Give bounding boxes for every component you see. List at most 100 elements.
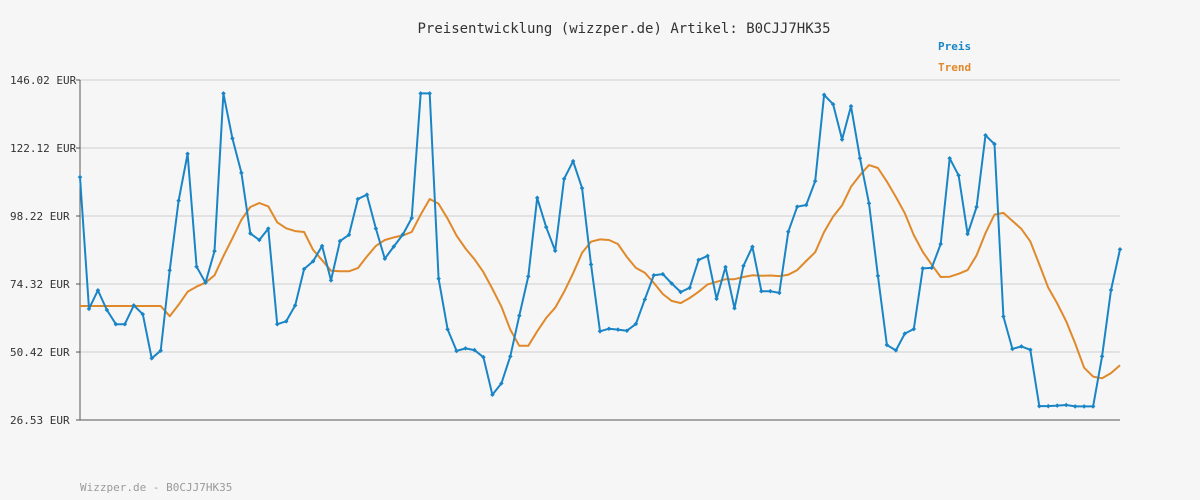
y-tick-label: 26.53 EUR <box>10 414 70 427</box>
data-point <box>77 174 83 180</box>
data-point <box>669 281 675 286</box>
data-point <box>131 303 137 308</box>
data-point <box>337 238 343 244</box>
data-point <box>436 276 441 281</box>
data-point <box>561 176 567 182</box>
data-point <box>167 268 172 273</box>
data-point <box>274 321 280 327</box>
data-point <box>660 271 666 277</box>
y-tick-label: 74.32 EUR <box>10 278 70 291</box>
data-point <box>633 321 639 327</box>
data-point <box>777 290 782 296</box>
data-point <box>1099 354 1105 359</box>
y-axis: 26.53 EUR 50.42 EUR 74.32 EUR 98.22 EUR 122.… <box>10 74 80 427</box>
data-point <box>508 354 513 359</box>
data-point <box>221 91 226 96</box>
data-point <box>194 264 199 270</box>
data-point <box>929 265 935 271</box>
data-point <box>301 266 307 272</box>
data-point <box>911 326 917 332</box>
legend-item-trend: Trend <box>938 61 971 74</box>
data-point <box>866 200 872 206</box>
data-point <box>875 273 881 279</box>
data-point <box>974 204 979 210</box>
data-point <box>445 327 450 332</box>
data-point <box>884 342 890 348</box>
data-point <box>86 306 92 312</box>
data-point <box>696 257 701 263</box>
data-point <box>409 215 415 221</box>
data-point <box>122 321 128 327</box>
data-point <box>785 229 791 235</box>
data-point <box>391 244 397 249</box>
data-point <box>104 307 110 313</box>
chart-title: Preisentwicklung (wizzper.de) Artikel: B… <box>417 21 830 37</box>
data-point <box>1108 287 1114 293</box>
data-point <box>606 326 612 332</box>
data-point <box>310 259 316 264</box>
series-line-trend <box>80 164 1121 380</box>
data-point <box>848 103 854 109</box>
grid-lines <box>80 79 1120 354</box>
data-point <box>1117 247 1123 252</box>
data-point <box>1037 403 1042 409</box>
series-line-preis <box>79 92 1121 408</box>
data-point <box>803 202 809 208</box>
data-point <box>463 346 468 351</box>
data-point <box>992 141 997 147</box>
data-point <box>1063 402 1069 408</box>
data-point <box>239 170 244 176</box>
data-point <box>642 297 648 302</box>
data-point <box>113 321 119 327</box>
data-point <box>1045 403 1051 409</box>
data-point <box>857 156 863 161</box>
data-point <box>525 274 531 279</box>
y-tick-label: 146.02 EUR <box>10 74 77 87</box>
data-point <box>1054 403 1060 408</box>
data-point <box>472 347 477 353</box>
data-point <box>454 348 459 354</box>
data-point <box>328 278 334 283</box>
data-point <box>185 151 190 157</box>
data-point <box>839 137 845 142</box>
data-point <box>355 196 361 202</box>
data-point <box>588 262 594 267</box>
data-point <box>812 178 818 184</box>
data-point <box>248 231 253 236</box>
data-point <box>893 348 899 353</box>
data-point <box>1081 404 1087 409</box>
data-point <box>920 266 926 271</box>
data-point <box>212 248 217 254</box>
data-point <box>956 173 961 178</box>
y-tick-label: 50.42 EUR <box>10 346 70 359</box>
data-point <box>534 195 540 201</box>
data-point <box>552 248 558 254</box>
data-point <box>705 253 710 259</box>
data-point <box>499 381 504 386</box>
data-point <box>759 288 764 294</box>
data-point <box>723 264 728 270</box>
data-point <box>1001 314 1006 319</box>
data-point <box>149 356 155 361</box>
data-point <box>346 232 352 238</box>
data-point <box>543 224 549 230</box>
data-point <box>579 185 585 191</box>
data-point <box>830 101 836 107</box>
data-point <box>400 232 406 237</box>
series-layer <box>77 91 1123 409</box>
data-point <box>732 305 737 311</box>
data-point <box>203 280 208 285</box>
footer-credit: Wizzper.de - B0CJJ7HK35 <box>80 481 232 494</box>
data-point <box>517 313 522 318</box>
data-point <box>570 158 576 164</box>
data-point <box>481 354 486 360</box>
y-tick-label: 98.22 EUR <box>10 210 70 223</box>
data-point <box>902 331 908 336</box>
data-point <box>364 192 370 198</box>
data-point <box>938 241 943 247</box>
data-point <box>821 92 827 98</box>
data-point <box>1019 344 1024 349</box>
data-point <box>176 198 181 204</box>
data-point <box>490 392 495 398</box>
